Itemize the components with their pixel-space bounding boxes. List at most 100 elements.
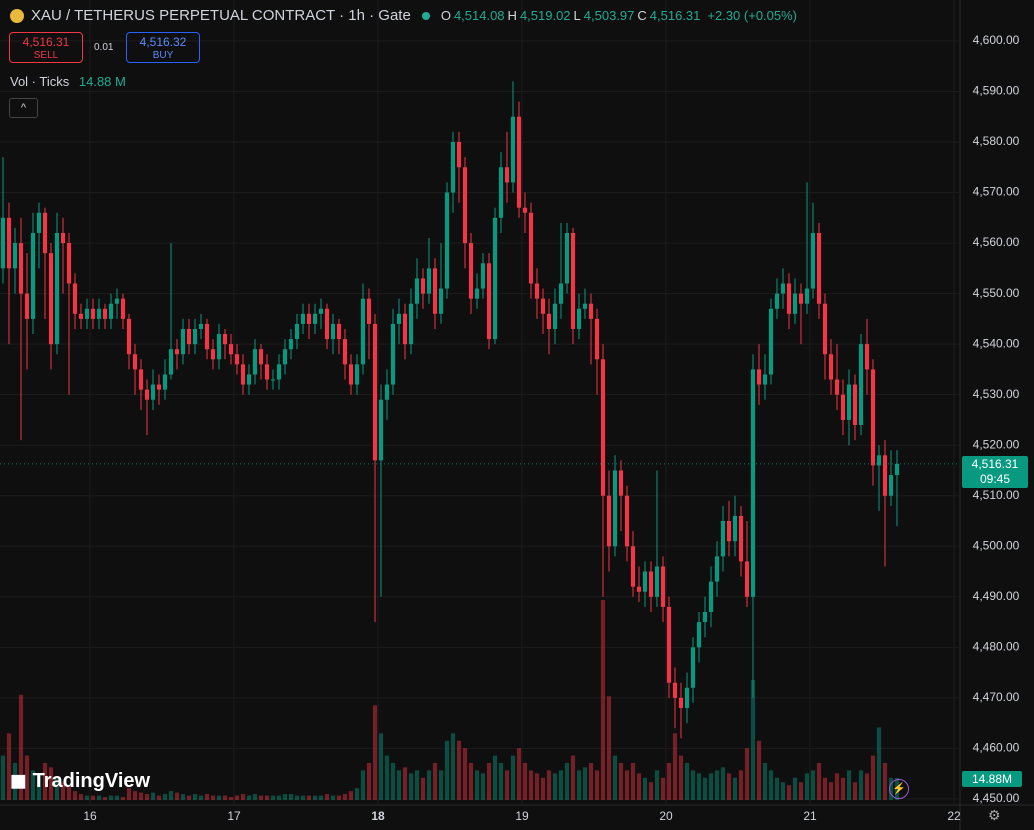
buy-button[interactable]: 4,516.32 BUY [126, 32, 200, 63]
candle-body [420, 278, 426, 294]
candle-body [198, 323, 204, 329]
y-tick-label: 4,550.00 [973, 286, 1020, 300]
candle-body [648, 571, 654, 597]
volume-bar [726, 773, 732, 800]
volume-bar [444, 740, 450, 800]
volume-bar [372, 705, 378, 800]
volume-bar [204, 794, 210, 800]
candle-body [54, 232, 60, 345]
y-tick-label: 4,600.00 [973, 33, 1020, 47]
volume-bar [294, 795, 300, 800]
y-tick-label: 4,510.00 [973, 488, 1020, 502]
volume-bar [462, 748, 468, 800]
volume-bar [738, 770, 744, 800]
candle-body [552, 303, 558, 329]
price-label: 4,516.31 09:45 [962, 456, 1028, 488]
volume-bar [876, 727, 882, 800]
volume-bar [96, 795, 102, 800]
h-value: 4,519.02 [519, 8, 571, 23]
volume-bar [108, 795, 114, 800]
volume-bar [804, 773, 810, 800]
volume-bar [168, 791, 174, 800]
alert-icon[interactable]: ⚡ [889, 779, 909, 799]
y-tick-label: 4,490.00 [973, 589, 1020, 603]
volume-bar [180, 794, 186, 800]
candle-body [60, 232, 66, 244]
candle-body [30, 232, 36, 319]
candle-body [702, 611, 708, 623]
candle-body [402, 313, 408, 345]
volume-bar [534, 773, 540, 800]
volume-bar [420, 777, 426, 800]
candle-body [348, 364, 354, 385]
candle-body [330, 323, 336, 340]
volume-bar [330, 795, 336, 800]
volume-bar [378, 733, 384, 800]
volume-bar [42, 762, 48, 800]
volume-bar [288, 794, 294, 800]
candle-body [180, 328, 186, 355]
candle-body [210, 349, 216, 360]
volume-bar [690, 770, 696, 800]
volume-bar [252, 794, 258, 800]
candle-body [774, 293, 780, 309]
volume-bar [780, 782, 786, 800]
sell-button[interactable]: 4,516.31 SELL [9, 32, 83, 63]
candle-body [168, 349, 174, 375]
volume-bar [654, 770, 660, 800]
volume-bar [360, 770, 366, 800]
candle-body [150, 384, 156, 400]
candle-body [624, 495, 630, 547]
candle-body [174, 349, 180, 355]
volume-bar [12, 762, 18, 800]
candle-body [720, 521, 726, 557]
volume-bar [78, 794, 84, 800]
candle-body [852, 384, 858, 425]
settings-icon[interactable]: ⚙ [988, 807, 1001, 823]
candle-body [744, 561, 750, 597]
candle-body [816, 232, 822, 304]
volume-bar [696, 773, 702, 800]
candle-body [642, 571, 648, 592]
candle-body [282, 349, 288, 365]
candle-body [390, 323, 396, 385]
volume-bar [306, 795, 312, 800]
volume-bar [60, 782, 66, 800]
candle-body [564, 232, 570, 284]
candle-body [36, 212, 42, 233]
candle-body [456, 141, 462, 168]
volume-bar [702, 777, 708, 800]
y-tick-label: 4,450.00 [973, 791, 1020, 805]
volume-bar [246, 795, 252, 800]
candle-body [594, 318, 600, 360]
candle-body [288, 339, 294, 350]
candle-body [486, 263, 492, 340]
volume-bar [348, 791, 354, 800]
candle-body [636, 586, 642, 592]
candle-body [12, 243, 18, 269]
volume-bar [528, 770, 534, 800]
h-label: H [507, 8, 517, 23]
c-label: C [637, 8, 647, 23]
spread: 0.01 [94, 42, 114, 53]
volume-bar [450, 733, 456, 800]
candle-body [612, 470, 618, 547]
candle-body [750, 369, 756, 597]
candle-body [396, 313, 402, 324]
volume-bar [324, 794, 330, 800]
volume-bar [816, 762, 822, 800]
volume-bar [18, 694, 24, 800]
collapse-button[interactable]: ^ [9, 98, 38, 118]
volume-bar [156, 795, 162, 800]
candle-body [822, 303, 828, 355]
volume-bar [162, 794, 168, 800]
candle-body [870, 369, 876, 466]
candle-body [186, 328, 192, 345]
volume-legend-value: 14.88 M [78, 74, 126, 89]
x-tick-label: 16 [83, 809, 97, 823]
candle-body [120, 298, 126, 319]
candle-body [654, 566, 660, 597]
candle-body [480, 263, 486, 289]
candle-body [270, 379, 276, 381]
